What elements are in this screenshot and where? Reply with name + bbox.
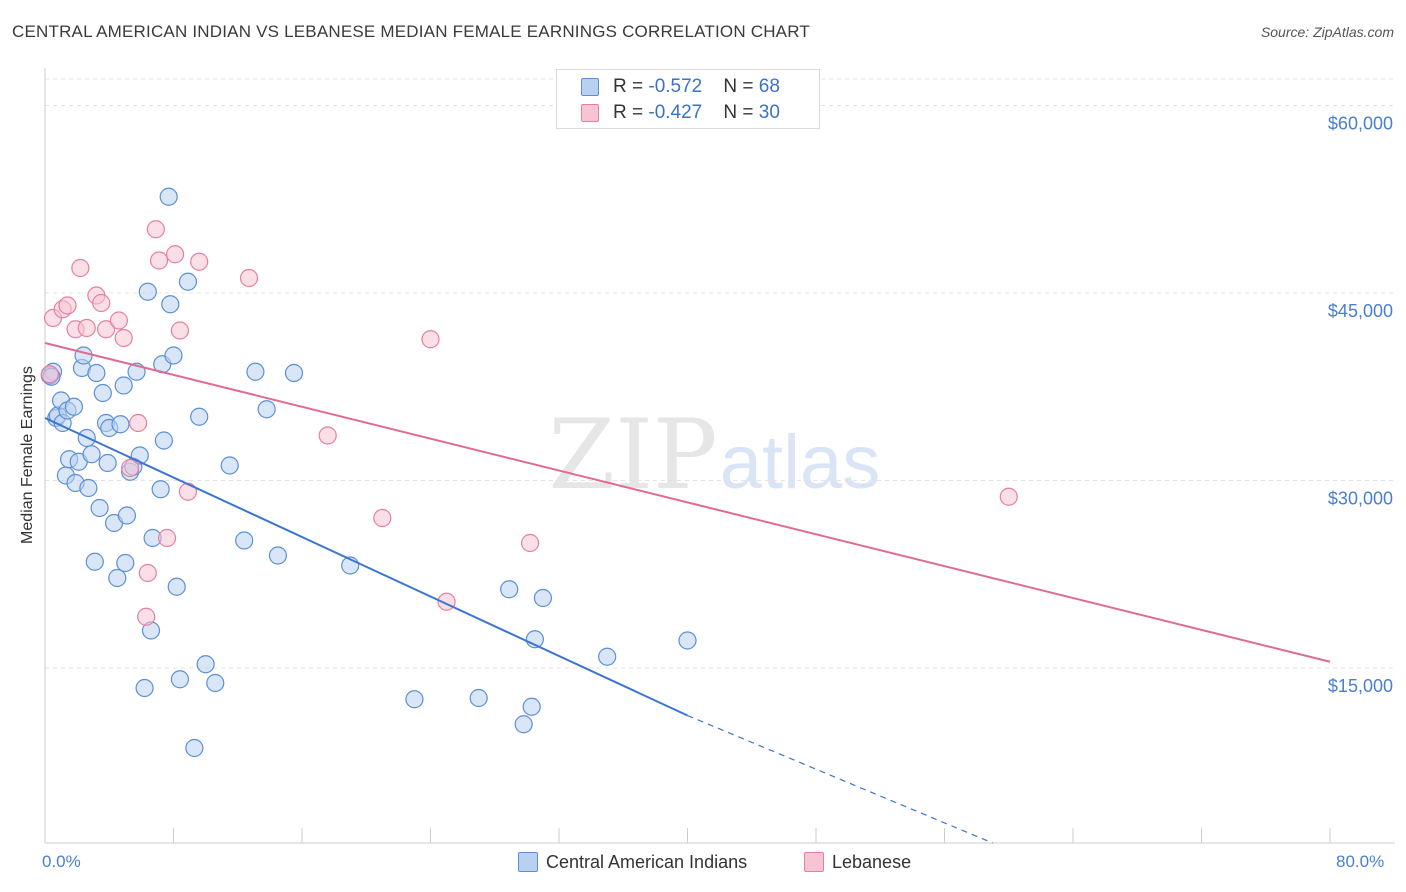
trend-line-central-american-indians — [44, 417, 688, 717]
point-central-american-indians — [151, 480, 170, 499]
point-lebanese — [239, 268, 259, 288]
point-central-american-indians — [98, 453, 117, 473]
point-lebanese — [373, 508, 392, 528]
point-lebanese — [999, 487, 1018, 506]
point-central-american-indians — [235, 531, 254, 550]
point-central-american-indians — [85, 552, 104, 571]
point-central-american-indians — [522, 697, 541, 716]
legend-swatch-pink — [581, 104, 599, 122]
point-central-american-indians — [533, 588, 553, 608]
point-lebanese — [421, 330, 440, 349]
legend-r-label: R = — [613, 102, 649, 123]
point-central-american-indians — [196, 655, 215, 674]
point-central-american-indians — [284, 363, 304, 383]
point-lebanese — [166, 245, 185, 264]
legend-n-label: N = — [723, 102, 759, 123]
point-lebanese — [114, 328, 133, 348]
point-lebanese — [129, 413, 148, 433]
point-central-american-indians — [500, 580, 519, 599]
point-central-american-indians — [514, 715, 533, 734]
legend-swatch-blue — [581, 78, 599, 96]
point-central-american-indians — [82, 445, 101, 464]
point-lebanese — [71, 258, 90, 278]
point-central-american-indians — [185, 738, 204, 758]
point-central-american-indians — [117, 506, 137, 525]
point-lebanese — [77, 318, 96, 338]
point-central-american-indians — [111, 415, 130, 434]
point-lebanese — [58, 296, 77, 315]
legend-label: Central American Indians — [546, 852, 748, 872]
point-central-american-indians — [257, 400, 276, 419]
x-tick-label-min: 0.0% — [42, 852, 81, 871]
point-central-american-indians — [246, 362, 265, 381]
point-lebanese — [318, 426, 337, 445]
point-lebanese — [40, 365, 59, 384]
point-lebanese — [96, 320, 116, 339]
point-central-american-indians — [87, 363, 106, 383]
point-lebanese — [121, 458, 140, 478]
x-tick-label-max: 80.0% — [1336, 852, 1385, 871]
point-lebanese — [520, 533, 540, 553]
legend-label: Lebanese — [832, 852, 912, 872]
legend-swatch-pink — [804, 852, 824, 872]
point-central-american-indians — [114, 376, 133, 395]
y-tick-label: $15,000 — [1328, 676, 1393, 696]
point-central-american-indians — [178, 272, 198, 291]
point-lebanese — [109, 311, 128, 330]
point-central-american-indians — [167, 577, 186, 596]
point-lebanese — [137, 607, 156, 626]
point-lebanese — [157, 528, 177, 548]
legend-item-lebanese: Lebanese — [804, 852, 911, 873]
point-central-american-indians — [108, 568, 127, 588]
point-central-american-indians — [74, 346, 93, 365]
legend-item-central-american-indians: Central American Indians — [518, 852, 747, 873]
watermark-atlas: atlas — [720, 420, 881, 505]
point-central-american-indians — [268, 546, 288, 565]
point-central-american-indians — [90, 498, 109, 518]
legend-swatch-blue — [518, 852, 538, 872]
point-central-american-indians — [678, 631, 697, 650]
legend-n-value: 68 — [758, 76, 780, 97]
point-central-american-indians — [469, 688, 488, 708]
watermark-zip: ZIP — [548, 399, 717, 511]
point-lebanese — [178, 482, 198, 501]
legend-r-value: -0.427 — [648, 102, 703, 123]
point-central-american-indians — [138, 282, 157, 301]
y-tick-label: $60,000 — [1328, 114, 1393, 134]
point-central-american-indians — [170, 670, 190, 689]
point-central-american-indians — [116, 553, 135, 573]
point-central-american-indians — [161, 295, 180, 314]
y-tick-label: $30,000 — [1328, 489, 1393, 509]
point-central-american-indians — [206, 673, 225, 693]
y-tick-label: $45,000 — [1328, 301, 1393, 321]
trend-line-lebanese — [44, 342, 1331, 663]
legend-r-label: R = — [613, 76, 649, 97]
source-label: Source: ZipAtlas.com — [1260, 24, 1394, 40]
point-central-american-indians — [64, 397, 84, 416]
point-central-american-indians — [598, 647, 617, 666]
point-central-american-indians — [93, 383, 112, 403]
point-central-american-indians — [79, 478, 98, 498]
correlation-legend: R = -0.572 N = 68 R = -0.427 N = 30 — [556, 69, 820, 129]
point-central-american-indians — [135, 678, 154, 698]
legend-r-value: -0.572 — [648, 76, 703, 97]
point-lebanese — [170, 321, 190, 340]
point-lebanese — [146, 220, 165, 239]
legend-n-value: 30 — [758, 102, 780, 123]
point-lebanese — [138, 563, 157, 583]
point-lebanese — [92, 293, 111, 313]
point-central-american-indians — [164, 346, 183, 365]
point-central-american-indians — [154, 431, 173, 450]
trend-line-dashed-extension — [687, 714, 993, 844]
point-lebanese — [149, 251, 169, 270]
point-central-american-indians — [159, 187, 178, 206]
point-lebanese — [190, 252, 209, 271]
point-central-american-indians — [190, 407, 209, 426]
legend-n-label: N = — [723, 76, 759, 97]
point-central-american-indians — [220, 456, 239, 475]
point-central-american-indians — [405, 690, 424, 709]
chart-title: CENTRAL AMERICAN INDIAN VS LEBANESE MEDI… — [12, 22, 810, 41]
